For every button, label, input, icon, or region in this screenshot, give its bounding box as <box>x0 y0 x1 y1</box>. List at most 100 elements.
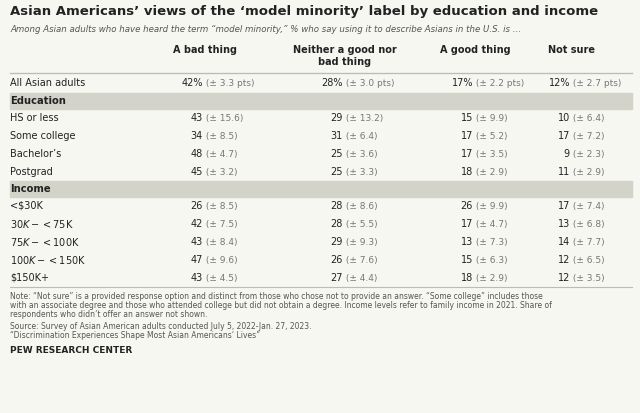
Text: (± 4.4): (± 4.4) <box>343 273 378 282</box>
Text: 13: 13 <box>557 219 570 229</box>
Text: 18: 18 <box>461 167 473 177</box>
Text: 26: 26 <box>331 255 343 265</box>
Text: Bachelor’s: Bachelor’s <box>10 149 61 159</box>
Text: 15: 15 <box>461 113 473 123</box>
Text: Note: “Not sure” is a provided response option and distinct from those who chose: Note: “Not sure” is a provided response … <box>10 292 543 301</box>
Text: (± 9.9): (± 9.9) <box>473 202 508 211</box>
Text: (± 7.7): (± 7.7) <box>570 237 605 247</box>
Text: (± 9.3): (± 9.3) <box>343 237 378 247</box>
Text: A good thing: A good thing <box>440 45 510 55</box>
Text: 14: 14 <box>557 237 570 247</box>
Text: (± 6.5): (± 6.5) <box>570 256 605 264</box>
Text: (± 2.3): (± 2.3) <box>570 150 605 159</box>
Text: 42%: 42% <box>182 78 203 88</box>
Text: PEW RESEARCH CENTER: PEW RESEARCH CENTER <box>10 346 132 355</box>
Text: Some college: Some college <box>10 131 76 141</box>
Text: (± 8.5): (± 8.5) <box>203 131 237 140</box>
Text: 17: 17 <box>461 149 473 159</box>
Text: (± 5.2): (± 5.2) <box>473 131 508 140</box>
Text: Postgrad: Postgrad <box>10 167 52 177</box>
Text: Neither a good nor
bad thing: Neither a good nor bad thing <box>293 45 397 67</box>
Text: $100K-<$150K: $100K-<$150K <box>10 254 86 266</box>
Text: 26: 26 <box>191 201 203 211</box>
Text: (± 3.3 pts): (± 3.3 pts) <box>203 78 255 88</box>
Text: All Asian adults: All Asian adults <box>10 78 85 88</box>
Text: 13: 13 <box>461 237 473 247</box>
Text: 11: 11 <box>557 167 570 177</box>
Text: (± 3.3): (± 3.3) <box>343 168 378 176</box>
Text: 17: 17 <box>461 219 473 229</box>
Text: (± 3.6): (± 3.6) <box>343 150 378 159</box>
Text: (± 3.0 pts): (± 3.0 pts) <box>343 78 394 88</box>
Text: 18: 18 <box>461 273 473 283</box>
Text: 12%: 12% <box>548 78 570 88</box>
Text: <$30K: <$30K <box>10 201 43 211</box>
Text: 29: 29 <box>331 113 343 123</box>
Text: 17: 17 <box>557 131 570 141</box>
Text: (± 7.6): (± 7.6) <box>343 256 378 264</box>
Text: 12: 12 <box>557 273 570 283</box>
Text: $75K-<$100K: $75K-<$100K <box>10 236 80 248</box>
Text: (± 3.5): (± 3.5) <box>570 273 605 282</box>
Text: (± 6.4): (± 6.4) <box>570 114 605 123</box>
Text: 26: 26 <box>461 201 473 211</box>
Text: (± 3.2): (± 3.2) <box>203 168 237 176</box>
Text: Not sure: Not sure <box>548 45 595 55</box>
Text: 47: 47 <box>191 255 203 265</box>
Text: Income: Income <box>10 184 51 194</box>
Text: 17%: 17% <box>451 78 473 88</box>
Text: (± 2.9): (± 2.9) <box>570 168 605 176</box>
Text: 9: 9 <box>564 149 570 159</box>
Text: (± 3.5): (± 3.5) <box>473 150 508 159</box>
Text: 12: 12 <box>557 255 570 265</box>
Text: (± 6.4): (± 6.4) <box>343 131 378 140</box>
Text: 17: 17 <box>461 131 473 141</box>
Text: Source: Survey of Asian American adults conducted July 5, 2022-Jan. 27, 2023.: Source: Survey of Asian American adults … <box>10 322 312 331</box>
Text: with an associate degree and those who attended college but did not obtain a deg: with an associate degree and those who a… <box>10 301 552 310</box>
Text: HS or less: HS or less <box>10 113 59 123</box>
Text: 25: 25 <box>330 149 343 159</box>
Text: $150K+: $150K+ <box>10 273 49 283</box>
Text: 42: 42 <box>191 219 203 229</box>
Text: 17: 17 <box>557 201 570 211</box>
Text: (± 4.5): (± 4.5) <box>203 273 237 282</box>
Text: (± 2.7 pts): (± 2.7 pts) <box>570 78 621 88</box>
Text: 15: 15 <box>461 255 473 265</box>
Text: Asian Americans’ views of the ‘model minority’ label by education and income: Asian Americans’ views of the ‘model min… <box>10 5 598 18</box>
Text: $30K-<$75K: $30K-<$75K <box>10 218 74 230</box>
Text: (± 8.4): (± 8.4) <box>203 237 237 247</box>
Text: (± 9.6): (± 9.6) <box>203 256 237 264</box>
Text: (± 9.9): (± 9.9) <box>473 114 508 123</box>
Text: (± 6.3): (± 6.3) <box>473 256 508 264</box>
Text: 27: 27 <box>330 273 343 283</box>
Text: 28: 28 <box>331 201 343 211</box>
Text: (± 7.5): (± 7.5) <box>203 219 237 228</box>
Text: 45: 45 <box>191 167 203 177</box>
Text: (± 7.4): (± 7.4) <box>570 202 605 211</box>
Text: 48: 48 <box>191 149 203 159</box>
Text: 31: 31 <box>331 131 343 141</box>
Text: 43: 43 <box>191 237 203 247</box>
Text: 28: 28 <box>331 219 343 229</box>
Text: (± 4.7): (± 4.7) <box>203 150 237 159</box>
Text: respondents who didn’t offer an answer not shown.: respondents who didn’t offer an answer n… <box>10 310 207 319</box>
Text: 43: 43 <box>191 113 203 123</box>
Text: Among Asian adults who have heard the term “model minority,” % who say using it : Among Asian adults who have heard the te… <box>10 25 522 34</box>
Text: (± 7.2): (± 7.2) <box>570 131 605 140</box>
Text: (± 2.2 pts): (± 2.2 pts) <box>473 78 524 88</box>
Text: 10: 10 <box>557 113 570 123</box>
Text: (± 2.9): (± 2.9) <box>473 168 508 176</box>
Text: 28%: 28% <box>321 78 343 88</box>
Text: (± 7.3): (± 7.3) <box>473 237 508 247</box>
Text: Education: Education <box>10 96 66 106</box>
Text: (± 6.8): (± 6.8) <box>570 219 605 228</box>
Text: 43: 43 <box>191 273 203 283</box>
Bar <box>10 93 632 109</box>
Text: (± 15.6): (± 15.6) <box>203 114 243 123</box>
Text: (± 13.2): (± 13.2) <box>343 114 383 123</box>
Text: 34: 34 <box>191 131 203 141</box>
Text: (± 2.9): (± 2.9) <box>473 273 508 282</box>
Text: “Discrimination Experiences Shape Most Asian Americans’ Lives”: “Discrimination Experiences Shape Most A… <box>10 331 260 340</box>
Text: 29: 29 <box>331 237 343 247</box>
Text: A bad thing: A bad thing <box>173 45 237 55</box>
